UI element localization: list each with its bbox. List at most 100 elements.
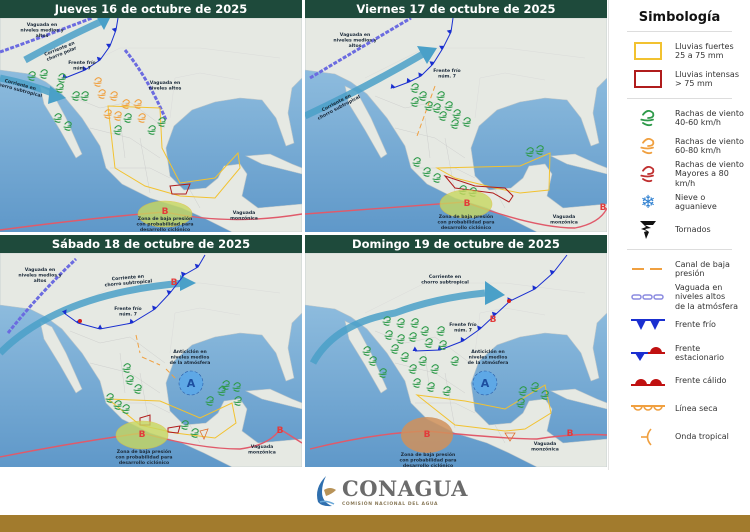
- legend-item-tropical-wave: Onda tropical: [609, 423, 750, 451]
- tropical-wave-icon: [641, 428, 652, 446]
- panel-title: Viernes 17 de octubre de 2025: [305, 0, 607, 18]
- legend-label: Lluvias fuertes 25 a 75 mm: [675, 41, 734, 61]
- cold-front-icon: [631, 319, 665, 330]
- brand-name: CONAGUA: [342, 475, 468, 501]
- panel-title: Domingo 19 de octubre de 2025: [305, 235, 607, 253]
- low-pressure-marker: B: [600, 203, 607, 213]
- cold-front-label: Frente frío núm. 7: [449, 321, 476, 333]
- legend-item-wind-80: Rachas de viento Mayores a 80 km/h: [609, 160, 750, 188]
- low-pressure-marker: B: [567, 429, 574, 439]
- subtropical-jet-arrowhead: [48, 86, 66, 104]
- legend-item-upper-trough: Vaguada en niveles altos de la atmósfera: [609, 283, 750, 311]
- low-pressure-marker: B: [171, 278, 178, 288]
- wind-icon: [640, 165, 655, 183]
- legend-label: Nieve o aguanieve: [675, 192, 717, 212]
- legend-item-warm-front: Frente cálido: [609, 367, 750, 395]
- monsoon-trough-label: Vaguada monzónica: [550, 214, 578, 225]
- stationary-front-icon: [631, 347, 665, 361]
- legend-item-cold-front: Frente frío: [609, 311, 750, 339]
- legend-item-stationary-front: Frente estacionario: [609, 339, 750, 367]
- cold-front-line: [62, 18, 119, 79]
- low-pressure-trough: [416, 85, 436, 137]
- low-pressure-zone: [137, 200, 193, 228]
- high-pressure-marker: A: [481, 377, 490, 390]
- red-rectangle-icon: [634, 70, 662, 88]
- legend-item-wind-40-60: Rachas de viento 40-60 km/h: [609, 104, 750, 132]
- legend-label: Línea seca: [675, 404, 718, 414]
- legend-item-heavy-rain: Lluvias fuertes 25 a 75 mm: [609, 37, 750, 65]
- legend-label: Rachas de viento Mayores a 80 km/h: [675, 159, 744, 188]
- weather-map: Corriente en chorro subtropical B Frente …: [305, 253, 607, 467]
- low-pressure-marker: B: [277, 426, 284, 436]
- low-pressure-marker: B: [490, 315, 497, 325]
- map-panel-saturday: Sábado 18 de octubre de 2025 Vaguada en n…: [0, 235, 302, 467]
- low-pressure-zone: [439, 189, 493, 219]
- trough-mid-high-line: [309, 18, 412, 80]
- tropical-wave: [199, 428, 209, 440]
- cold-front-line: [61, 254, 206, 330]
- panel-title: Jueves 16 de octubre de 2025: [0, 0, 302, 18]
- brand-subtitle: COMISIÓN NACIONAL DEL AGUA: [342, 501, 439, 507]
- anticyclone-label: Anticiclón en niveles medios de la atmósfe…: [170, 348, 211, 366]
- legend-label: Frente estacionario: [675, 343, 725, 363]
- divider: [627, 249, 732, 250]
- legend-item-snow: ❄ Nieve o aguanieve: [609, 188, 750, 216]
- wind-icon: [640, 109, 655, 127]
- tropical-wave: [504, 432, 516, 442]
- map-panel-sunday: Domingo 19 de octubre de 2025 Corriente …: [305, 235, 607, 467]
- anticyclone-label: Anticiclón en niveles medios de la atmósfe…: [468, 348, 509, 366]
- legend-label: Frente cálido: [675, 376, 727, 386]
- warm-front-segment: [78, 319, 82, 323]
- legend-label: Frente frío: [675, 320, 716, 330]
- intense-rain-area: [443, 174, 514, 203]
- anticyclone-circle: [472, 370, 498, 396]
- map-panel-friday: Viernes 17 de octubre de 2025 Vaguada en…: [305, 0, 607, 232]
- polar-jet-arrowhead: [97, 18, 110, 30]
- legend-label: Canal de baja presión: [675, 259, 730, 279]
- low-pressure-marker: B: [424, 430, 431, 440]
- monsoon-trough-line: [309, 430, 607, 450]
- footer-band: [0, 515, 750, 532]
- low-pressure-trough: [135, 334, 177, 380]
- cold-front-line: [412, 254, 568, 352]
- panel-title: Sábado 18 de octubre de 2025: [0, 235, 302, 253]
- trough-mid-high-label: Vaguada en niveles medios y altos: [18, 267, 61, 284]
- low-zone-label: Zona de baja presión con probabilidad par…: [137, 215, 194, 232]
- map-panel-thursday: Jueves 16 de octubre de 2025 Vaguada en n…: [0, 0, 302, 232]
- trough-mid-high-label: Vaguada en niveles medios y altos: [333, 32, 376, 49]
- legend-title: Simbología: [638, 10, 721, 25]
- yellow-rectangle-icon: [634, 42, 662, 60]
- high-pressure-marker: A: [187, 377, 196, 390]
- heavy-rain-area: [435, 152, 551, 194]
- warm-front-icon: [631, 379, 665, 386]
- legend-label: Onda tropical: [675, 432, 729, 442]
- wind-icon: [640, 137, 655, 155]
- low-zone-label: Zona de baja presión con probabilidad par…: [116, 448, 173, 466]
- cold-front-label: Frente frío núm. 7: [68, 59, 95, 71]
- trough-mid-high-label: Vaguada en niveles medios y altos: [20, 22, 63, 39]
- legend-item-tornado: Tornados: [609, 216, 750, 244]
- weather-map: Vaguada en niveles medios y altos Corrient…: [0, 18, 302, 232]
- snowflake-icon: ❄: [640, 191, 656, 213]
- anticyclone-circle: [178, 370, 204, 396]
- legend-label: Rachas de viento 40-60 km/h: [675, 108, 744, 128]
- cold-front-line: [390, 18, 454, 89]
- low-pressure-zone: [401, 417, 453, 453]
- heavy-rain-area: [107, 105, 241, 199]
- legend: Simbología Lluvias fuertes 25 a 75 mm Ll…: [608, 0, 750, 470]
- legend-item-intense-rain: Lluvias intensas > 75 mm: [609, 65, 750, 93]
- legend-label: Rachas de viento 60-80 km/h: [675, 136, 744, 156]
- tornado-icon: [640, 221, 656, 239]
- trough-high-line: [123, 49, 168, 121]
- legend-label: Tornados: [675, 225, 711, 235]
- chain-line-icon: [631, 294, 664, 300]
- monsoon-trough-label: Vaguada monzónica: [248, 444, 276, 455]
- monsoon-trough-line: [0, 428, 302, 458]
- cold-front-label: Frente frío núm. 7: [114, 305, 141, 317]
- conagua-emblem-icon: [317, 476, 336, 507]
- legend-label: Vaguada en niveles altos de la atmósfera: [675, 282, 739, 311]
- monsoon-trough-label: Vaguada monzónica: [230, 210, 258, 221]
- heavy-rain-area: [415, 384, 552, 432]
- legend-item-wind-60-80: Rachas de viento 60-80 km/h: [609, 132, 750, 160]
- low-pressure-marker: B: [162, 207, 169, 217]
